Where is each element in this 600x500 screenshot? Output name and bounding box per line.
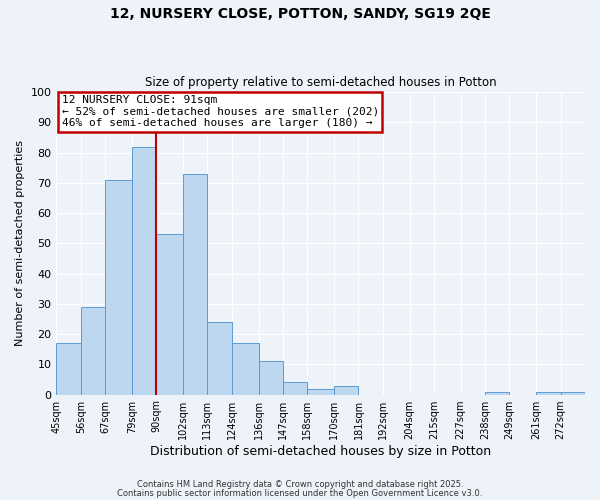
Bar xyxy=(81,307,105,394)
Text: 12 NURSERY CLOSE: 91sqm
← 52% of semi-detached houses are smaller (202)
46% of s: 12 NURSERY CLOSE: 91sqm ← 52% of semi-de… xyxy=(62,95,379,128)
Title: Size of property relative to semi-detached houses in Potton: Size of property relative to semi-detach… xyxy=(145,76,497,90)
X-axis label: Distribution of semi-detached houses by size in Potton: Distribution of semi-detached houses by … xyxy=(150,444,491,458)
Bar xyxy=(157,234,183,394)
Bar xyxy=(183,174,208,394)
Bar xyxy=(56,343,81,394)
Bar xyxy=(283,382,307,394)
Bar xyxy=(259,362,283,394)
Bar xyxy=(105,180,132,394)
Bar xyxy=(536,392,560,394)
Bar xyxy=(334,386,358,394)
Bar xyxy=(560,392,585,394)
Bar xyxy=(208,322,232,394)
Text: 12, NURSERY CLOSE, POTTON, SANDY, SG19 2QE: 12, NURSERY CLOSE, POTTON, SANDY, SG19 2… xyxy=(110,8,490,22)
Bar xyxy=(307,388,334,394)
Text: Contains public sector information licensed under the Open Government Licence v3: Contains public sector information licen… xyxy=(118,489,482,498)
Bar xyxy=(132,146,157,394)
Bar xyxy=(485,392,509,394)
Text: Contains HM Land Registry data © Crown copyright and database right 2025.: Contains HM Land Registry data © Crown c… xyxy=(137,480,463,489)
Y-axis label: Number of semi-detached properties: Number of semi-detached properties xyxy=(15,140,25,346)
Bar xyxy=(232,343,259,394)
